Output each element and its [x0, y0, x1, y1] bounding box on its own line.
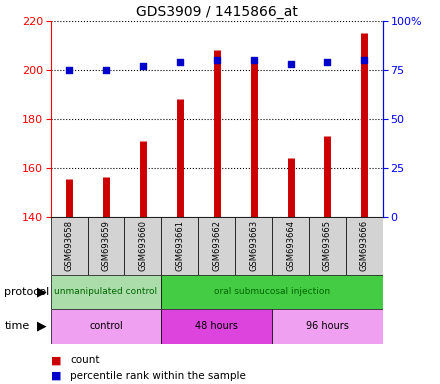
Point — [103, 67, 110, 73]
Title: GDS3909 / 1415866_at: GDS3909 / 1415866_at — [136, 5, 297, 19]
Bar — [88, 217, 125, 275]
Bar — [309, 217, 346, 275]
Point — [139, 63, 147, 69]
Text: oral submucosal injection: oral submucosal injection — [214, 287, 330, 296]
Text: GSM693658: GSM693658 — [65, 220, 73, 271]
Text: GSM693661: GSM693661 — [175, 220, 184, 271]
Text: ▶: ▶ — [37, 320, 47, 333]
Point — [213, 57, 220, 63]
Text: GSM693659: GSM693659 — [102, 220, 110, 271]
Text: GSM693660: GSM693660 — [138, 220, 147, 271]
Text: ▶: ▶ — [37, 285, 47, 298]
Bar — [51, 309, 161, 344]
Text: GSM693662: GSM693662 — [212, 220, 221, 271]
Point — [324, 59, 331, 65]
Text: protocol: protocol — [4, 287, 50, 297]
Text: percentile rank within the sample: percentile rank within the sample — [70, 371, 246, 381]
Text: GSM693666: GSM693666 — [360, 220, 369, 271]
Point — [66, 67, 73, 73]
Point — [287, 61, 294, 67]
Text: time: time — [4, 321, 29, 331]
Text: 48 hours: 48 hours — [195, 321, 238, 331]
Text: ■: ■ — [51, 371, 61, 381]
Bar — [198, 217, 235, 275]
Text: GSM693664: GSM693664 — [286, 220, 295, 271]
Point — [361, 57, 368, 63]
Bar — [346, 217, 383, 275]
Bar — [235, 217, 272, 275]
Point — [176, 59, 183, 65]
Bar — [51, 275, 161, 309]
Bar — [161, 275, 383, 309]
Bar — [51, 217, 88, 275]
Text: GSM693665: GSM693665 — [323, 220, 332, 271]
Text: 96 hours: 96 hours — [306, 321, 349, 331]
Bar — [125, 217, 161, 275]
Bar — [161, 217, 198, 275]
Text: GSM693663: GSM693663 — [249, 220, 258, 271]
Text: control: control — [89, 321, 123, 331]
Bar — [272, 217, 309, 275]
Text: count: count — [70, 355, 100, 365]
Text: unmanipulated control: unmanipulated control — [55, 287, 158, 296]
Bar — [272, 309, 383, 344]
Point — [250, 57, 257, 63]
Text: ■: ■ — [51, 355, 61, 365]
Bar — [161, 309, 272, 344]
